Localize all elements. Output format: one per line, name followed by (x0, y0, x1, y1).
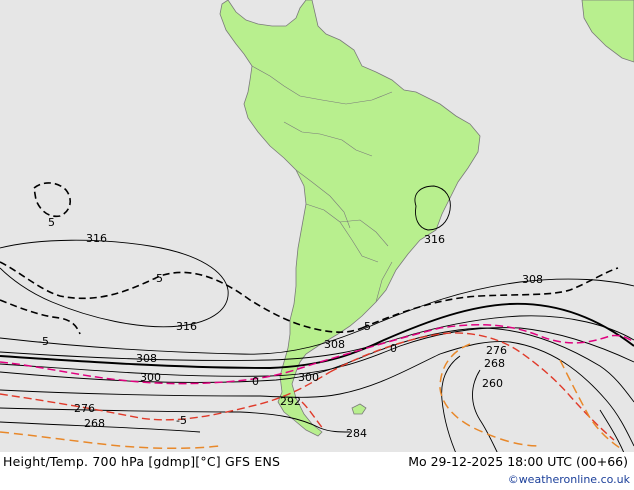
weather-map: 316 316 316 308 308 308 300 300 292 284 … (0, 0, 634, 458)
height-label: 300 (140, 371, 161, 384)
temp-label: 0 (390, 342, 397, 355)
valid-time: Mo 29-12-2025 18:00 UTC (00+66) (408, 454, 628, 469)
height-contour-labels: 316 316 316 308 308 308 300 300 292 284 … (74, 232, 543, 440)
temp-contour-labels: -5 -5 5 5 0 0 -5 (38, 216, 397, 427)
height-label: 276 (74, 402, 95, 415)
height-label: 316 (424, 233, 445, 246)
height-label: 276 (486, 344, 507, 357)
temp-contours-orange (0, 343, 621, 450)
country-borders (251, 65, 393, 303)
height-label: 316 (176, 320, 197, 333)
height-label: 300 (298, 371, 319, 384)
height-label: 292 (280, 395, 301, 408)
height-label: 284 (346, 427, 367, 440)
height-label: 316 (86, 232, 107, 245)
credit-link[interactable]: ©weatheronline.co.uk (507, 473, 630, 486)
height-label: 268 (484, 357, 505, 370)
south-america-landmass (219, 0, 481, 437)
height-label: 308 (136, 352, 157, 365)
temp-contours-red (0, 332, 615, 441)
height-label: 268 (84, 417, 105, 430)
temp-contours-zero (0, 323, 634, 385)
height-label: 260 (482, 377, 503, 390)
temp-label: 5 (48, 216, 55, 229)
map-title: Height/Temp. 700 hPa [gdmp][°C] GFS ENS (3, 454, 281, 469)
temp-label: 5 (364, 320, 371, 333)
africa-landmass (581, 0, 634, 63)
height-label: 308 (324, 338, 345, 351)
temp-label: -5 (38, 335, 49, 348)
temp-label: -5 (176, 414, 187, 427)
height-label: 308 (522, 273, 543, 286)
map-footer: Height/Temp. 700 hPa [gdmp][°C] GFS ENS … (0, 452, 634, 490)
temp-label: -5 (152, 272, 163, 285)
falkland-islands (351, 403, 367, 415)
temp-label: 0 (252, 375, 259, 388)
temp-contours-black (0, 182, 619, 335)
height-contour-bold (0, 302, 634, 369)
